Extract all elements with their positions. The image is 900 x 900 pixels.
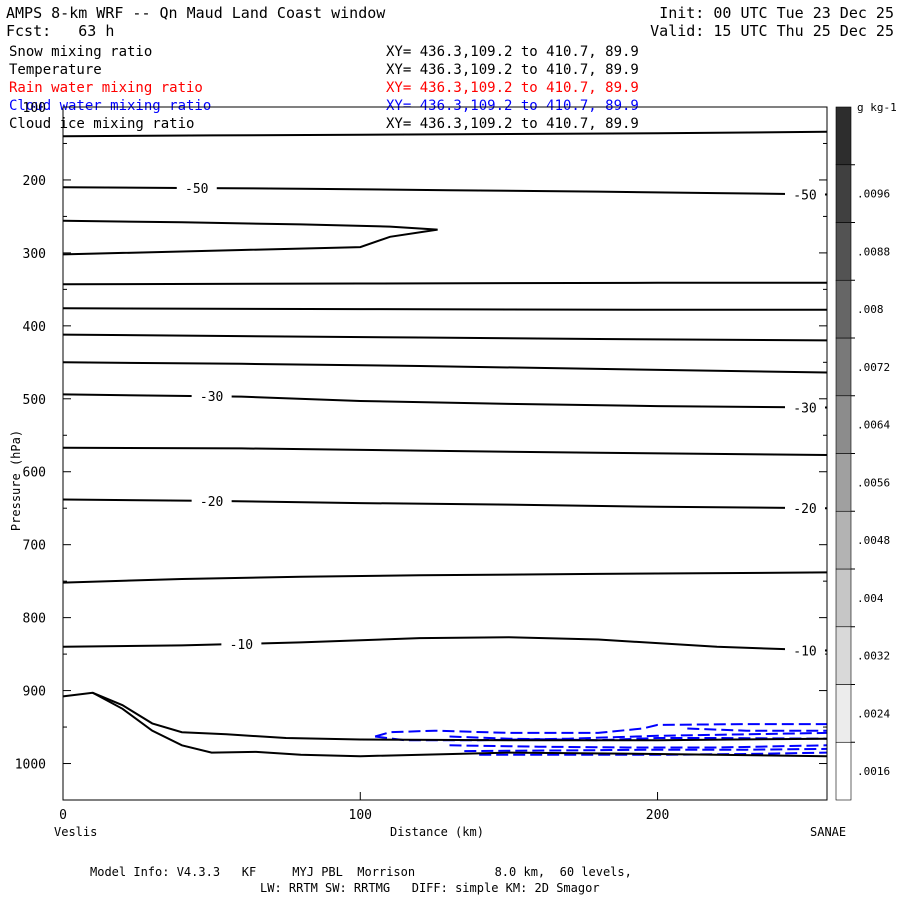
temperature-contour	[62, 333, 828, 342]
contour-labels: -50 -50 -30 -30 -20 -20 -10 -10	[176, 181, 825, 659]
contour-label: -10	[230, 638, 253, 653]
y-tick-label: 800	[23, 612, 46, 627]
contour-label-bg	[221, 636, 262, 651]
temperature-contour	[62, 498, 828, 510]
cloud-water-contour	[464, 747, 828, 753]
contour-label: -30	[793, 402, 816, 417]
y-axis-label: Pressure (hPa)	[9, 429, 24, 532]
colorbar-label: .0064	[857, 419, 890, 432]
colorbar-bin	[835, 568, 852, 628]
temperature-contour	[62, 219, 438, 256]
colorbar-label: .0072	[857, 361, 890, 374]
temperature-contour	[62, 636, 828, 652]
variable-name: Rain water mixing ratio	[9, 80, 203, 96]
x-tick-label: 200	[646, 808, 669, 823]
y-tick-label: 200	[23, 174, 46, 189]
forecast-hour: Fcst: 63 h	[6, 22, 115, 40]
model-info-2: LW: RRTM SW: RRTMG DIFF: simple KM: 2D S…	[260, 881, 600, 895]
colorbar-unit: g kg-1	[857, 101, 897, 114]
right-endpoint: SANAE	[810, 825, 847, 839]
colorbar-bin	[835, 741, 852, 801]
y-tick-label: 400	[23, 320, 46, 335]
contour-label: -10	[793, 644, 816, 659]
contour-label: -50	[793, 188, 816, 203]
colorbar-label: .008	[857, 303, 884, 316]
contour-label: -20	[200, 495, 223, 510]
plot-frame	[62, 106, 828, 801]
y-tick-label: 900	[23, 685, 46, 700]
temperature-contour	[62, 571, 828, 584]
colorbar-label: .004	[857, 592, 884, 605]
temperature-contour	[92, 691, 828, 758]
left-endpoint: Veslis	[54, 825, 98, 839]
temperature-contour	[62, 361, 828, 374]
temperature-contour	[62, 691, 828, 742]
y-tick-label: 100	[23, 101, 46, 116]
colorbar-label: .0048	[857, 534, 890, 547]
colorbar-bin	[835, 106, 852, 166]
temperature-contour	[62, 130, 828, 138]
colorbar-bin	[835, 337, 852, 397]
y-tick-label: 600	[23, 466, 46, 481]
colorbar-bin	[835, 164, 852, 223]
contour-label: -20	[793, 502, 816, 517]
colorbar-bin	[835, 395, 852, 454]
axes: 100 200 300 400 500 600 700 800 900 1000 0 100 200	[15, 101, 828, 823]
cloud-water-contour	[687, 727, 827, 732]
variable-xy: XY= 436.3,109.2 to 410.7, 89.9	[386, 62, 639, 78]
init-time: Init: 00 UTC Tue 23 Dec 25	[659, 4, 894, 22]
colorbar-bin	[835, 453, 852, 512]
variable-xy: XY= 436.3,109.2 to 410.7, 89.9	[386, 98, 639, 114]
x-tick-label: 0	[59, 808, 67, 823]
colorbar-label: .0056	[857, 476, 890, 489]
variable-name: Snow mixing ratio	[9, 44, 153, 60]
colorbar-bin	[835, 510, 852, 570]
variable-xy: XY= 436.3,109.2 to 410.7, 89.9	[386, 116, 639, 132]
contour-label: -30	[200, 390, 223, 405]
colorbar: .0016 .0024 .0032 .004 .0048 .0056 .0064 .0072.…	[835, 101, 897, 801]
colorbar-label: .0032	[857, 650, 890, 663]
variable-name: Temperature	[9, 62, 102, 78]
x-axis-label: Distance (km)	[390, 825, 484, 839]
contour-label: -50	[185, 182, 208, 197]
temperature-contour	[62, 393, 828, 409]
contour-label-bg	[785, 643, 825, 658]
variable-name: Cloud water mixing ratio	[9, 98, 212, 114]
temperature-contour	[62, 281, 827, 286]
y-tick-label: 700	[23, 539, 46, 554]
cloud-water-contour	[374, 731, 828, 742]
variable-xy: XY= 436.3,109.2 to 410.7, 89.9	[386, 44, 639, 60]
temperature-contour	[62, 446, 828, 456]
variable-xy: XY= 436.3,109.2 to 410.7, 89.9	[386, 80, 639, 96]
y-tick-label: 1000	[15, 758, 46, 773]
contour-label-bg	[785, 187, 825, 202]
x-tick-label: 100	[349, 808, 372, 823]
colorbar-bin	[835, 626, 852, 685]
contour-label-bg	[785, 501, 825, 516]
temperature-contours	[62, 130, 828, 758]
cloud-water-contour	[449, 735, 828, 742]
variable-name: Cloud ice mixing ratio	[9, 116, 195, 132]
y-tick-label: 500	[23, 393, 46, 408]
temperature-contour	[62, 307, 827, 311]
colorbar-label: .0096	[857, 188, 890, 201]
valid-time: Valid: 15 UTC Thu 25 Dec 25	[650, 22, 894, 40]
chart-title: AMPS 8-km WRF -- Qn Maud Land Coast wind…	[6, 4, 386, 22]
model-info: Model Info: V4.3.3 KF MYJ PBL Morrison 8…	[90, 865, 632, 879]
colorbar-bin	[835, 222, 852, 281]
colorbar-label: .0088	[857, 245, 890, 258]
colorbar-bin	[835, 684, 852, 743]
contour-label-bg	[176, 181, 217, 196]
contour-label-bg	[785, 400, 825, 415]
cloud-water-contour	[374, 723, 827, 738]
cloud-water-contour	[449, 744, 828, 749]
y-tick-label: 300	[23, 247, 46, 262]
contour-label-bg	[191, 493, 232, 508]
colorbar-label: .0016	[857, 765, 890, 778]
colorbar-label: .0024	[857, 707, 890, 720]
colorbar-bin	[835, 279, 852, 339]
contour-label-bg	[191, 389, 232, 404]
